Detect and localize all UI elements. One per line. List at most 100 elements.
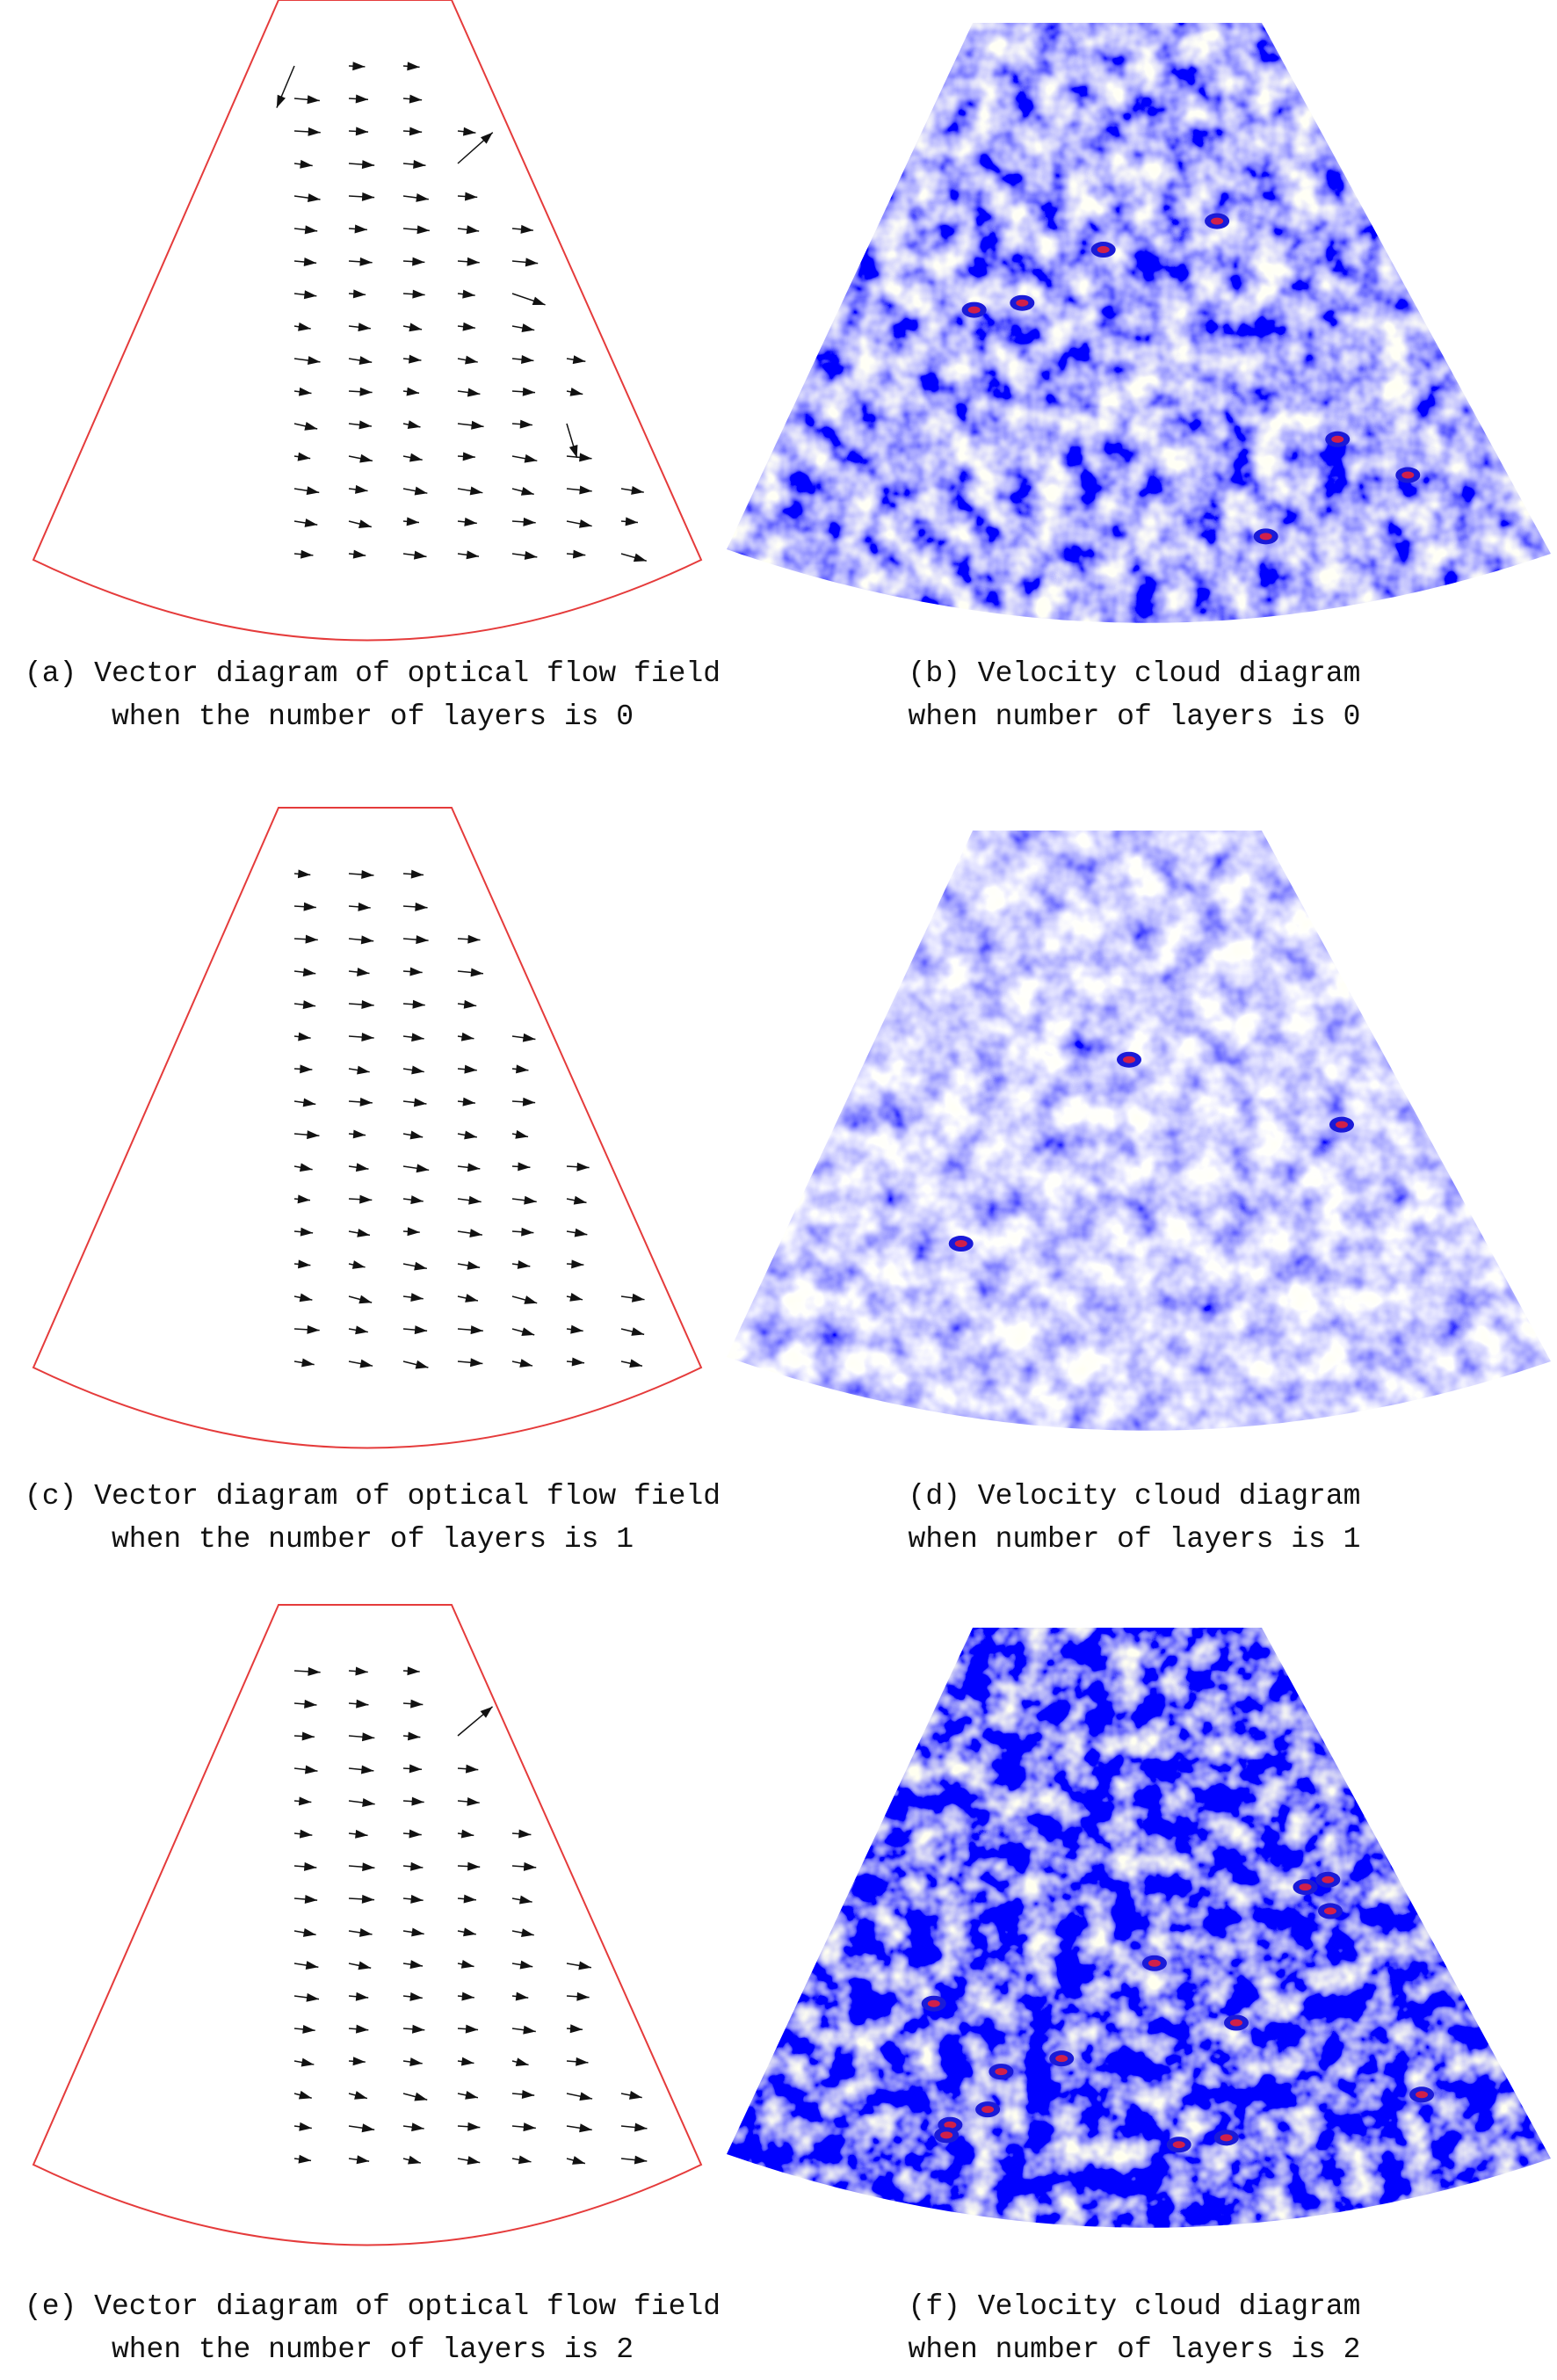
hot-spot-core — [981, 2106, 995, 2114]
flow-arrow-head — [467, 388, 481, 397]
flow-arrow-head — [469, 486, 483, 496]
flow-arrow-head — [409, 453, 423, 462]
hot-spot-core — [1055, 2055, 1068, 2063]
flow-arrow-head — [517, 1259, 531, 1269]
flow-arrow-head — [299, 1293, 313, 1302]
flow-arrow-head — [467, 2156, 481, 2166]
flow-arrow-head — [625, 517, 638, 526]
hot-spot-core — [967, 306, 981, 314]
flow-arrow-head — [359, 387, 373, 396]
hot-spot-core — [995, 2068, 1008, 2076]
flow-arrow-head — [522, 1097, 536, 1107]
flow-arrow-head — [409, 323, 423, 332]
caption: when number of layers is 1 — [909, 1523, 1361, 1556]
flow-arrow-head — [579, 453, 592, 462]
flow-arrow-head — [524, 454, 538, 463]
flow-arrow-head — [464, 192, 478, 201]
flow-arrow-head — [525, 258, 539, 267]
flow-arrow-head — [409, 94, 423, 104]
flow-arrow-head — [462, 452, 475, 461]
hot-spot-core — [1322, 1876, 1335, 1883]
flow-arrow-head — [409, 967, 423, 976]
flow-arrow-head — [521, 1227, 534, 1237]
flow-arrow-head — [352, 549, 366, 559]
flow-arrow-head — [298, 1032, 311, 1041]
flow-arrow-head — [355, 94, 368, 104]
flow-arrow-head — [520, 224, 533, 234]
flow-arrow-head — [303, 1861, 317, 1871]
flow-arrow-head — [362, 1798, 375, 1807]
hot-spot-core — [1220, 2134, 1233, 2142]
flow-arrow-head — [518, 1895, 532, 1905]
flow-arrow-head — [467, 1261, 481, 1270]
flow-arrow-head — [357, 1228, 370, 1237]
flow-arrow-head — [523, 1861, 537, 1871]
flow-arrow-head — [304, 1765, 318, 1774]
flow-arrow-head — [520, 355, 534, 364]
flow-arrow-head — [411, 1033, 424, 1042]
flow-arrow-head — [576, 1162, 590, 1172]
flow-arrow-head — [358, 1927, 373, 1937]
hot-spot-core — [1148, 1959, 1161, 1967]
flow-arrow-head — [409, 1130, 424, 1140]
flow-arrow-head — [352, 62, 366, 71]
flow-arrow-head — [571, 1259, 584, 1269]
cloud-panel — [727, 1628, 1551, 2228]
flow-arrow-head — [416, 935, 429, 945]
flow-arrow-head — [357, 1065, 370, 1075]
flow-arrow-head — [299, 1829, 313, 1839]
caption: (e) Vector diagram of optical flow field — [25, 2290, 721, 2323]
flow-arrow-head — [307, 95, 320, 105]
flow-arrow-head — [303, 258, 317, 266]
flow-arrow-head — [358, 519, 372, 528]
flow-arrow-head — [352, 1129, 366, 1139]
flow-arrow-head — [358, 323, 371, 332]
flow-arrow-head — [414, 486, 428, 496]
flow-arrow-head — [304, 519, 318, 527]
flow-arrow-head — [361, 1033, 374, 1041]
flow-arrow-head — [569, 1293, 583, 1302]
flow-arrow-head — [360, 935, 374, 945]
flow-arrow-head — [298, 2154, 312, 2164]
flow-arrow-head — [519, 419, 532, 429]
flow-arrow-head — [407, 1227, 420, 1237]
flow-arrow-head — [304, 1699, 317, 1709]
flow-arrow-head — [518, 1162, 531, 1172]
flow-arrow-head — [466, 550, 480, 560]
hot-spot-core — [1016, 299, 1029, 307]
flow-arrow-head — [628, 2091, 642, 2100]
flow-arrow-head — [307, 1130, 320, 1140]
flow-arrow-head — [297, 452, 311, 461]
sector-outline — [32, 0, 703, 642]
flow-arrow-head — [301, 549, 314, 559]
flow-arrow-head — [465, 1294, 478, 1302]
flow-arrow-head — [416, 192, 429, 202]
hot-spot-core — [940, 2131, 953, 2139]
flow-arrow-head — [351, 1260, 366, 1269]
flow-arrow-head — [412, 999, 425, 1009]
flow-arrow-head — [307, 193, 321, 203]
flow-arrow-head — [569, 387, 583, 396]
flow-arrow-head — [411, 2122, 424, 2132]
flow-arrow-head — [411, 1796, 424, 1806]
caption: (b) Velocity cloud diagram — [909, 657, 1361, 690]
flow-arrow-head — [299, 1163, 313, 1172]
flow-arrow-head — [305, 934, 318, 944]
flow-arrow-head — [523, 2122, 536, 2132]
hot-spot-core — [1335, 1121, 1348, 1128]
flow-arrow-head — [301, 1358, 315, 1368]
flow-arrow-head — [307, 356, 321, 366]
flow-arrow-head — [521, 1928, 534, 1938]
flow-arrow-head — [568, 444, 578, 458]
flow-arrow-head — [518, 2155, 532, 2165]
flow-arrow-head — [407, 62, 420, 71]
flow-arrow-head — [574, 1228, 588, 1237]
flow-arrow-head — [409, 1861, 424, 1871]
flow-arrow-head — [307, 1324, 320, 1334]
flow-arrow-head — [470, 968, 483, 977]
flow-arrow-head — [415, 902, 428, 911]
flow-arrow-head — [416, 1164, 430, 1173]
flow-arrow-head — [522, 387, 536, 396]
hot-spot-core — [1097, 246, 1110, 254]
flow-arrow-head — [300, 1064, 313, 1074]
